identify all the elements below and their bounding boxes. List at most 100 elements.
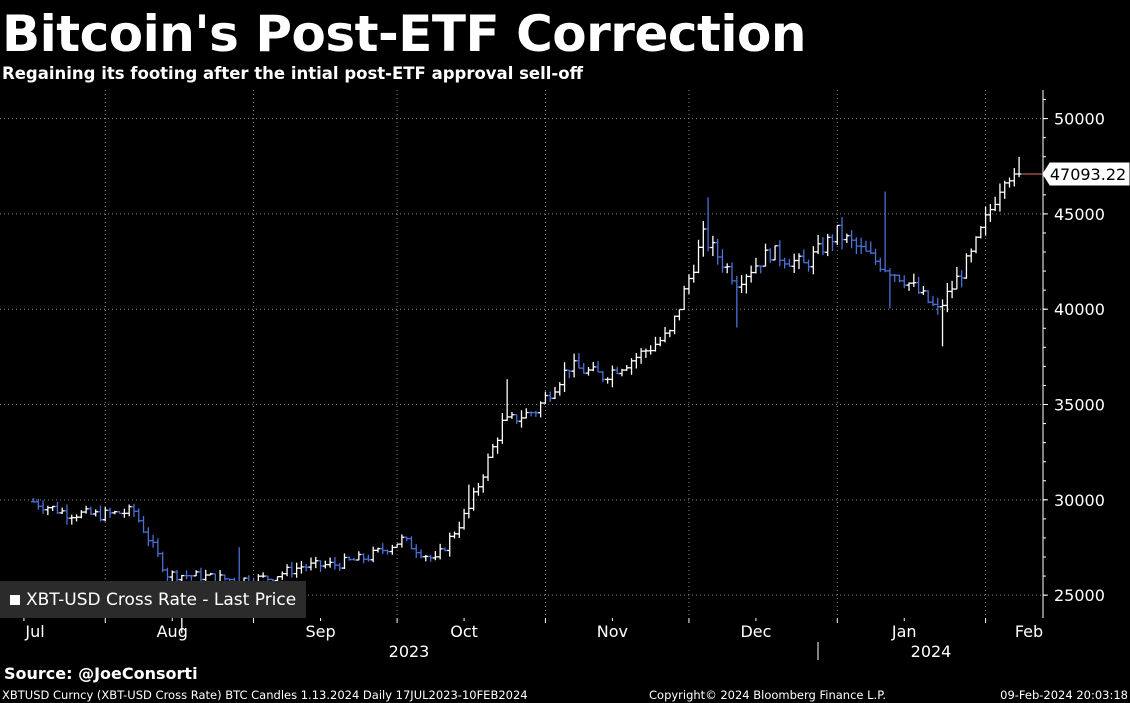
grid-lines	[0, 90, 1043, 618]
last-price-label: 47093.22	[1050, 165, 1126, 184]
ohlc-bar	[753, 257, 759, 274]
ohlc-bar	[193, 570, 199, 577]
ohlc-bar	[341, 553, 347, 570]
ohlc-bar	[963, 253, 969, 279]
ohlc-bar	[471, 487, 477, 511]
ohlc-bar	[834, 224, 840, 245]
ohlc-bar	[992, 196, 998, 212]
ohlc-bar	[633, 352, 639, 369]
ohlc-bar	[911, 273, 917, 287]
ohlc-bar	[542, 391, 548, 404]
ohlc-bar	[590, 361, 596, 372]
ohlc-bar	[356, 551, 362, 561]
ohlc-bar	[131, 503, 137, 517]
ohlc-bar	[806, 259, 812, 272]
ohlc-bar	[777, 240, 783, 267]
ohlc-bar	[600, 371, 606, 383]
ohlc-bar	[40, 500, 46, 514]
ohlc-bar	[418, 549, 424, 559]
ohlc-bar	[873, 248, 879, 265]
ohlc-bar	[93, 509, 99, 517]
ohlc-bar	[365, 554, 371, 562]
x-tick-label: Dec	[740, 622, 771, 641]
ohlc-bar	[298, 561, 304, 574]
ohlc-bar	[839, 217, 845, 250]
ohlc-bar	[64, 504, 70, 525]
ohlc-bar	[346, 556, 352, 561]
x-tick-label: Sep	[305, 622, 335, 641]
ohlc-bar	[174, 569, 180, 584]
ohlc-bar	[528, 411, 534, 417]
legend: XBT-USD Cross Rate - Last Price	[0, 581, 306, 618]
ohlc-bar	[504, 379, 510, 421]
ohlc-bar	[681, 285, 687, 311]
ohlc-bar	[949, 280, 955, 299]
x-tick-label: Feb	[1015, 622, 1043, 641]
ohlc-bar	[428, 555, 434, 562]
ohlc-bar	[461, 508, 467, 530]
ohlc-bar	[882, 191, 888, 273]
ohlc-bar	[887, 268, 893, 309]
ohlc-bar	[906, 282, 912, 291]
year-label: 2023	[389, 642, 430, 661]
ohlc-bar	[447, 532, 453, 557]
y-tick-label: 40000	[1054, 300, 1105, 319]
ohlc-bar	[222, 574, 228, 581]
ohlc-bar	[691, 264, 697, 283]
chart-title: Bitcoin's Post-ETF Correction	[2, 5, 806, 63]
source-note: Source: @JoeConsorti	[4, 664, 198, 683]
ohlc-bar	[74, 514, 80, 522]
ohlc-bar	[490, 443, 496, 459]
ohlc-bar	[1016, 156, 1022, 178]
ohlc-bar	[547, 391, 553, 402]
ohlc-bar	[117, 511, 123, 515]
ohlc-bar	[748, 265, 754, 283]
ohlc-bar	[155, 538, 161, 558]
ohlc-bar	[413, 544, 419, 559]
ohlc-bar	[829, 234, 835, 251]
ohlc-bar	[710, 235, 716, 257]
ohlc-bar	[404, 536, 410, 542]
x-tick-label: Aug	[157, 622, 188, 641]
ohlc-bar	[868, 241, 874, 255]
ohlc-bar	[715, 238, 721, 265]
ohlc-bar	[576, 353, 582, 369]
ohlc-bar	[475, 482, 481, 496]
ohlc-bar	[126, 504, 132, 517]
ohlc-bar	[385, 549, 391, 555]
ohlc-bar	[614, 367, 620, 375]
ohlc-bar	[662, 327, 668, 343]
ohlc-bar	[624, 365, 630, 371]
y-tick-label: 25000	[1054, 586, 1105, 605]
ohlc-bar	[767, 248, 773, 263]
ohlc-bar	[399, 534, 405, 548]
ohlc-bar	[538, 401, 544, 418]
ohlc-bar	[719, 249, 725, 273]
ohlc-bar	[102, 507, 108, 522]
ohlc-bar	[452, 531, 458, 539]
ohlc-bar	[495, 437, 501, 454]
ohlc-bar	[782, 257, 788, 269]
ohlc-bar	[466, 484, 472, 519]
ohlc-bar	[743, 274, 749, 294]
y-tick-label: 35000	[1054, 396, 1105, 415]
ohlc-bar	[844, 233, 850, 244]
ohlc-bar	[935, 297, 941, 315]
ohlc-bar	[772, 245, 778, 261]
ohlc-bar	[337, 562, 343, 571]
ohlc-bar	[164, 567, 170, 582]
ohlc-bar	[858, 237, 864, 254]
ohlc-bar	[562, 362, 568, 392]
ohlc-bar	[629, 358, 635, 375]
ohlc-bar	[557, 382, 563, 396]
ohlc-bar	[83, 505, 89, 514]
ohlc-bar	[739, 275, 745, 294]
footer-timestamp: 09-Feb-2024 20:03:18	[1000, 688, 1128, 702]
ohlc-bar	[145, 527, 151, 547]
ohlc-bar	[318, 560, 324, 572]
y-tick-label: 50000	[1054, 110, 1105, 129]
ohlc-bar	[609, 365, 615, 388]
ohlc-bar	[97, 505, 103, 522]
ohlc-bar	[423, 554, 429, 562]
ohlc-bar	[303, 563, 309, 572]
